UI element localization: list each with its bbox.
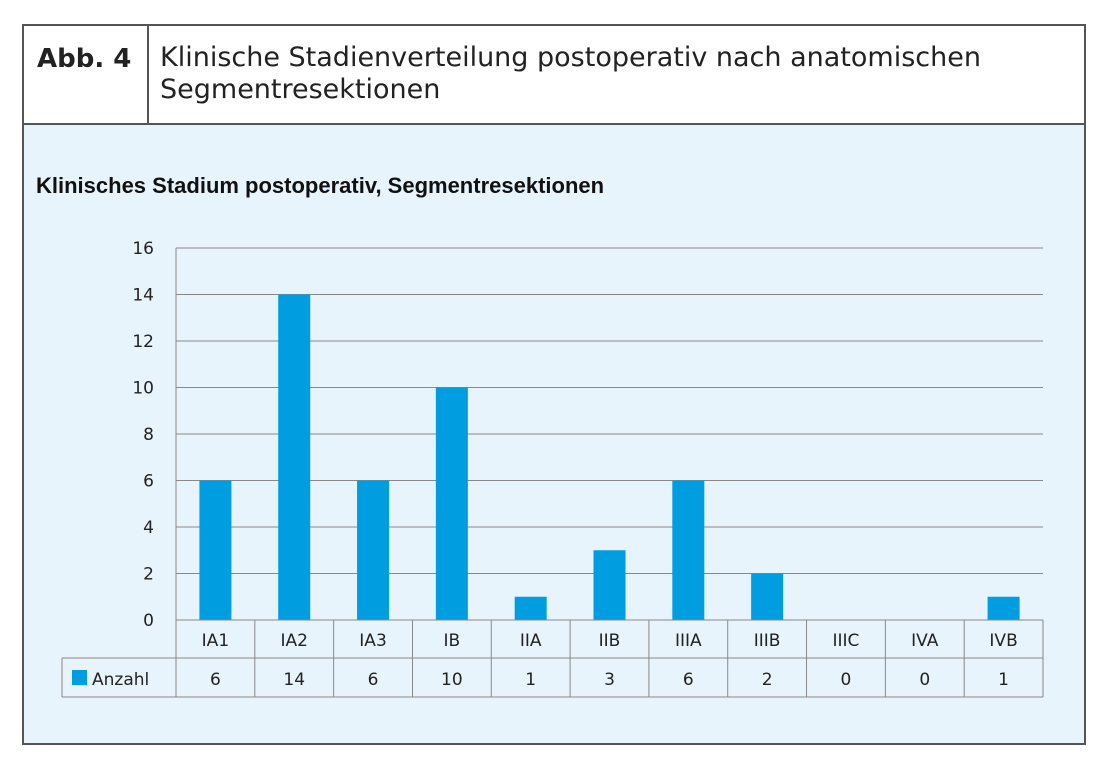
data-table-value: 1 (998, 670, 1009, 690)
data-table-value: 6 (368, 670, 379, 690)
bar-IIA (514, 596, 547, 620)
data-table-value: 0 (919, 670, 930, 690)
y-tick-label: 8 (143, 425, 154, 445)
y-tick-label: 4 (143, 518, 154, 538)
x-tick-label: IIIA (675, 631, 702, 651)
data-table-value: 14 (283, 670, 305, 690)
x-tick-label: IIA (520, 631, 542, 651)
bar-IVB (987, 596, 1020, 620)
bar-IB (435, 387, 468, 620)
y-tick-label: 10 (132, 379, 154, 399)
y-tick-label: 12 (132, 332, 154, 352)
data-table-value: 6 (683, 670, 694, 690)
bar-IA3 (357, 480, 390, 620)
x-tick-label: IA2 (280, 631, 307, 651)
data-table-value: 10 (441, 670, 463, 690)
x-tick-label: IA3 (359, 631, 386, 651)
bar-IA1 (199, 480, 232, 620)
legend-swatch (72, 670, 87, 685)
x-tick-label: IIIC (832, 631, 859, 651)
data-table-value: 3 (604, 670, 615, 690)
figure-header: Abb. 4 Klinische Stadienverteilung posto… (24, 26, 1084, 125)
figure-label: Abb. 4 (24, 26, 149, 123)
data-table-value: 0 (841, 670, 852, 690)
x-tick-label: IIIB (754, 631, 781, 651)
y-tick-label: 16 (132, 239, 154, 259)
legend-label: Anzahl (92, 670, 149, 690)
bar-IIIB (751, 573, 784, 620)
x-tick-label: IA1 (202, 631, 229, 651)
bar-IIB (593, 550, 626, 620)
y-tick-label: 2 (143, 565, 154, 585)
data-table-value: 6 (210, 670, 221, 690)
data-table-value: 1 (525, 670, 536, 690)
y-tick-label: 6 (143, 472, 154, 492)
data-table-value: 2 (762, 670, 773, 690)
bar-IIIA (672, 480, 705, 620)
x-tick-label: IVB (989, 631, 1017, 651)
x-tick-label: IB (444, 631, 461, 651)
x-tick-label: IVA (911, 631, 939, 651)
x-tick-label: IIB (599, 631, 621, 651)
y-tick-label: 0 (143, 611, 154, 631)
chart-title: Klinisches Stadium postoperativ, Segment… (36, 173, 605, 198)
y-tick-label: 14 (132, 286, 154, 306)
figure-title: Klinische Stadienverteilung postoperativ… (160, 42, 981, 105)
bar-IA2 (278, 294, 311, 620)
